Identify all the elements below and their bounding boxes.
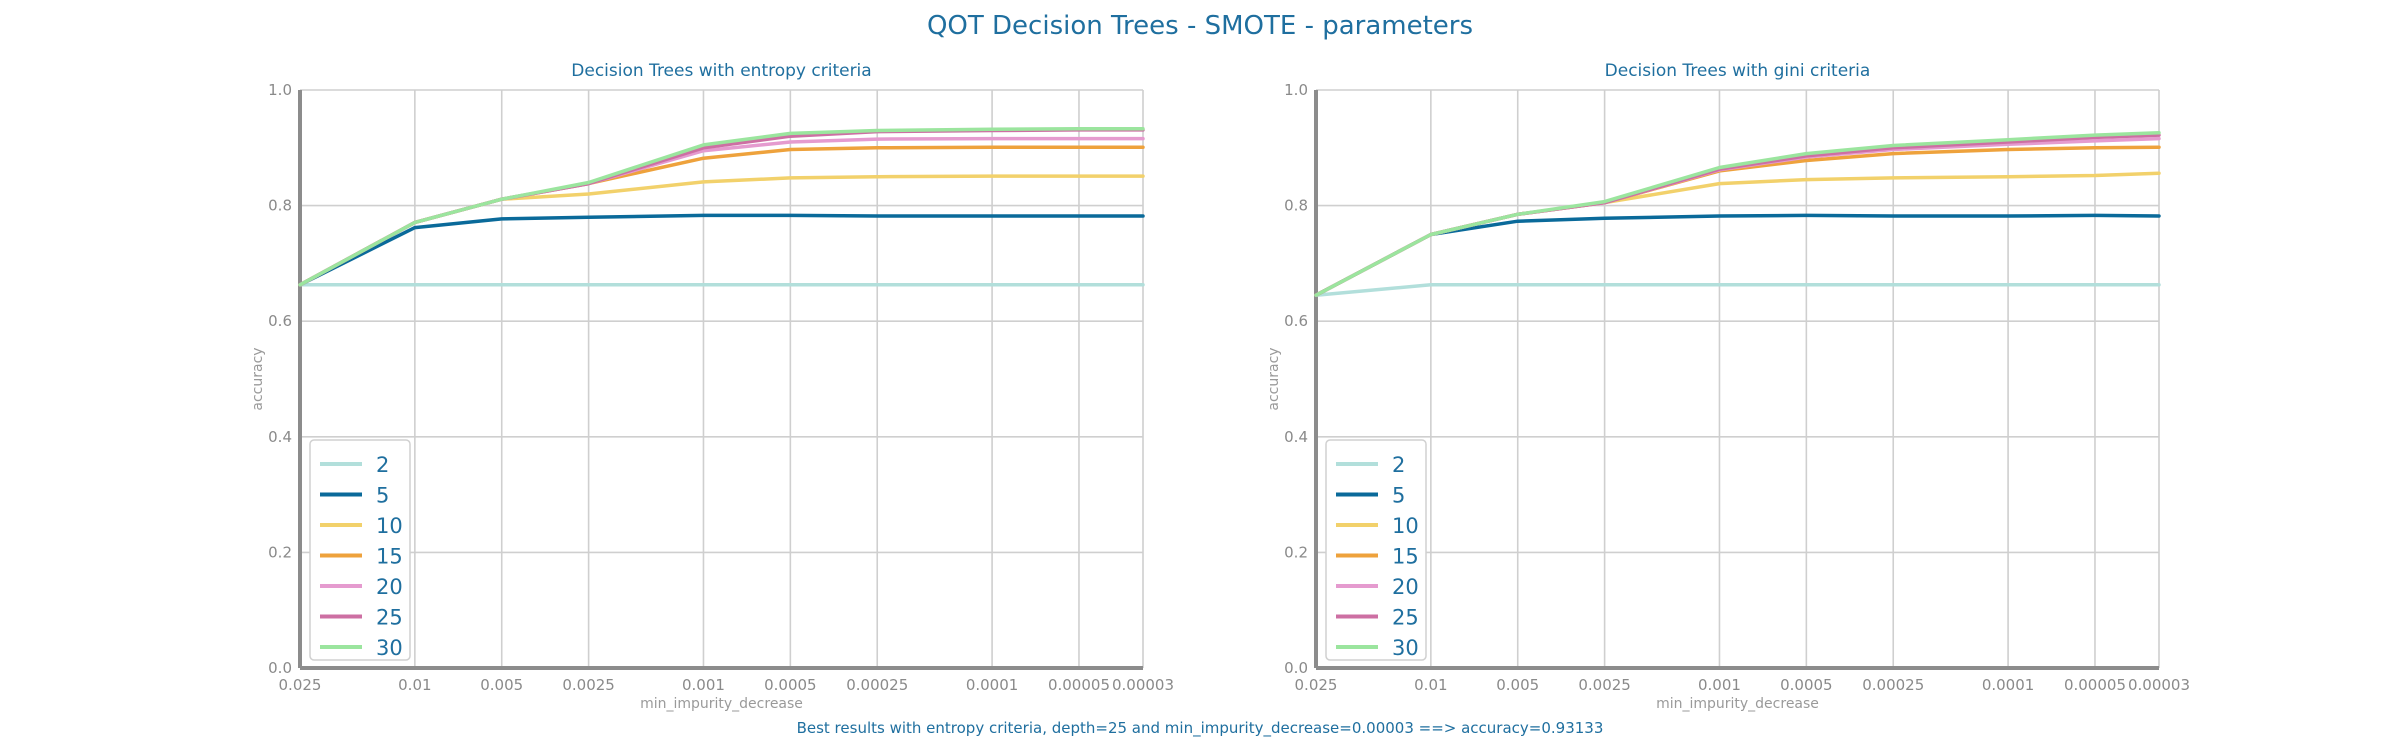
y-tick-label: 0.6 [268,312,292,330]
x-tick-label: 0.0025 [1578,676,1631,694]
y-tick-label: 0.4 [1284,428,1308,446]
legend-label-30: 30 [376,636,403,660]
series-line-depth-20 [298,136,1145,287]
y-tick-label: 0.8 [268,197,292,215]
x-tick-label: 0.0001 [966,676,1019,694]
y-tick-label: 0.0 [1284,659,1308,677]
figure-title: QOT Decision Trees - SMOTE - parameters [927,11,1473,41]
legend-label-5: 5 [376,484,389,508]
legend-label-30: 30 [1392,636,1419,660]
best-results-caption: Best results with entropy criteria, dept… [797,719,1604,738]
chart-title: Decision Trees with gini criteria [1605,61,1871,81]
legend-label-20: 20 [1392,575,1419,599]
x-tick-label: 0.025 [279,676,322,694]
legend-label-20: 20 [376,575,403,599]
y-tick-label: 1.0 [268,81,292,99]
x-axis-label: min_impurity_decrease [1656,696,1819,712]
y-tick-label: 0.0 [268,659,292,677]
series-line-depth-2 [1314,283,2161,297]
x-tick-label: 0.025 [1295,676,1338,694]
x-tick-label: 0.001 [1698,676,1741,694]
chart-title: Decision Trees with entropy criteria [571,61,871,81]
series-line-depth-5 [1314,213,2161,297]
legend-label-25: 25 [376,606,403,630]
x-tick-label: 0.00025 [846,676,908,694]
legend-label-10: 10 [376,514,403,538]
legend-label-25: 25 [1392,606,1419,630]
series-line-depth-15 [1314,145,2161,297]
x-tick-label: 0.001 [682,676,725,694]
x-tick-label: 0.0005 [764,676,817,694]
x-tick-label: 0.0001 [1982,676,2035,694]
x-tick-label: 0.00005 [1048,676,1110,694]
legend-label-15: 15 [1392,545,1419,569]
x-tick-label: 0.00003 [1112,676,1174,694]
y-tick-label: 0.4 [268,428,292,446]
x-tick-label: 0.00003 [2128,676,2190,694]
x-tick-label: 0.01 [1414,676,1447,694]
x-tick-label: 0.0025 [562,676,615,694]
y-tick-label: 0.2 [1284,543,1308,561]
legend-label-2: 2 [376,453,389,477]
x-axis-label: min_impurity_decrease [640,696,803,712]
series-line-depth-5 [298,213,1145,287]
y-tick-label: 0.6 [1284,312,1308,330]
legend-label-5: 5 [1392,484,1405,508]
legend-label-15: 15 [376,545,403,569]
x-tick-label: 0.005 [480,676,523,694]
legend-label-10: 10 [1392,514,1419,538]
chart-entropy: Decision Trees with entropy criteria0.00… [250,61,1174,712]
x-tick-label: 0.01 [398,676,431,694]
y-axis-label: accuracy [250,347,266,410]
x-tick-label: 0.005 [1496,676,1539,694]
x-tick-label: 0.0005 [1780,676,1833,694]
x-tick-label: 0.00005 [2064,676,2126,694]
y-tick-label: 0.8 [1284,197,1308,215]
legend-label-2: 2 [1392,453,1405,477]
y-tick-label: 0.2 [268,543,292,561]
x-tick-label: 0.00025 [1862,676,1924,694]
y-tick-label: 1.0 [1284,81,1308,99]
series-line-depth-30 [1314,131,2161,297]
y-axis-label: accuracy [1266,347,1282,410]
series-line-depth-25 [298,128,1145,287]
series-line-depth-30 [298,126,1145,287]
series-line-depth-10 [298,174,1145,287]
chart-gini: Decision Trees with gini criteria 0.0 0.2 0… [1266,61,2190,712]
